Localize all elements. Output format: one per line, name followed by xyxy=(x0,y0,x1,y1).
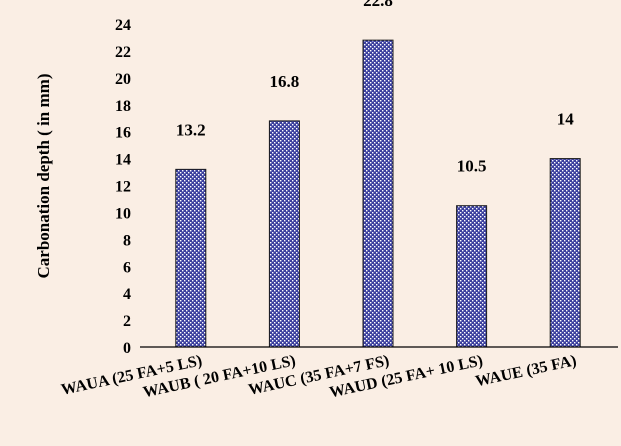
bar xyxy=(456,205,488,348)
y-tick-label: 12 xyxy=(115,179,131,196)
data-label: 10.5 xyxy=(457,157,487,176)
y-tick-label: 8 xyxy=(123,232,131,249)
y-tick-label: 20 xyxy=(115,71,131,88)
y-axis-label: Carbonation depth ( in mm) xyxy=(34,74,53,279)
y-tick-label: 0 xyxy=(123,340,131,357)
data-label: 22.8 xyxy=(363,0,393,10)
y-tick-label: 4 xyxy=(123,286,131,303)
bar xyxy=(268,120,300,348)
data-label: 14 xyxy=(557,110,575,129)
y-tick-label: 14 xyxy=(115,152,131,169)
bars xyxy=(175,39,581,348)
y-tick-label: 22 xyxy=(115,44,131,61)
bar xyxy=(549,158,581,348)
y-tick-label: 6 xyxy=(123,259,131,276)
bar xyxy=(175,168,207,348)
y-tick-label: 2 xyxy=(123,313,131,330)
data-label: 13.2 xyxy=(176,120,206,139)
y-tick-label: 10 xyxy=(115,205,131,222)
y-tick-label: 24 xyxy=(115,17,131,34)
data-labels: 13.2 16.8 22.8 10.5 14 xyxy=(176,0,574,176)
data-label: 16.8 xyxy=(270,72,300,91)
y-tick-label: 16 xyxy=(115,125,131,142)
y-tick-label: 18 xyxy=(115,98,131,115)
bar xyxy=(362,39,394,348)
